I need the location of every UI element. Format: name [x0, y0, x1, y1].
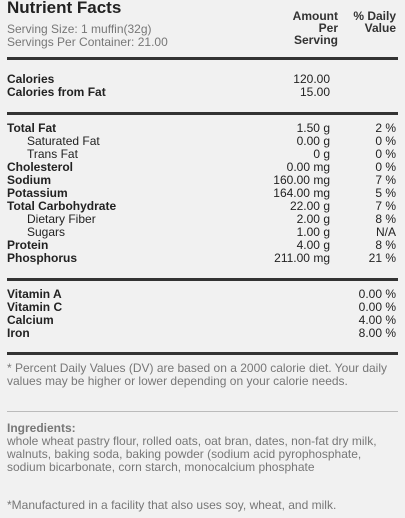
nutrient-row-phosphorus: Phosphorus 211.00 mg 21 %: [7, 252, 398, 265]
nutrient-label: Total Fat: [7, 121, 57, 135]
vitamin-row-iron: Iron 8.00 %: [7, 327, 398, 340]
nutrient-daily-value: 8 %: [375, 238, 396, 252]
nutrient-row-total-carbohydrate: Total Carbohydrate 22.00 g 7 %: [7, 200, 398, 213]
amount-header-line: Serving: [293, 33, 338, 47]
vitamin-daily-value: 4.00 %: [358, 313, 396, 327]
section-divider: [7, 57, 398, 60]
nutrient-label: Total Carbohydrate: [7, 199, 117, 213]
nutrient-amount: 2.00 g: [296, 212, 330, 226]
nutrient-label: Sugars: [27, 225, 66, 239]
nutrient-row-sodium: Sodium 160.00 mg 7 %: [7, 174, 398, 187]
nutrient-row-cholesterol: Cholesterol 0.00 mg 0 %: [7, 161, 398, 174]
nutrient-amount: 1.50 g: [296, 121, 330, 135]
nutrient-daily-value: 8 %: [375, 212, 396, 226]
nutrient-row-sugars: Sugars 1.00 g N/A: [7, 226, 398, 239]
serving-size: Serving Size: 1 muffin(32g): [7, 22, 152, 36]
nutrient-label: Calories: [7, 72, 55, 86]
nutrient-label: Trans Fat: [27, 147, 78, 161]
nutrient-label: Phosphorus: [7, 251, 78, 265]
serving-info: Serving Size: 1 muffin(32g) Servings Per…: [7, 23, 168, 49]
nutrient-daily-value: 21 %: [368, 251, 396, 265]
nutrient-daily-value: 7 %: [375, 173, 396, 187]
ingredients-text: whole wheat pastry flour, rolled oats, o…: [7, 434, 377, 474]
section-divider: [7, 278, 398, 281]
nutrient-daily-value: 7 %: [375, 199, 396, 213]
nutrient-row-saturated-fat: Saturated Fat 0.00 g 0 %: [7, 135, 398, 148]
nutrient-label: Potassium: [7, 186, 68, 200]
nutrient-amount: 0.00 mg: [286, 160, 330, 174]
section-divider: [7, 352, 398, 355]
nutrient-row-trans-fat: Trans Fat 0 g 0 %: [7, 148, 398, 161]
dv-header-line: % Daily: [353, 9, 396, 23]
nutrient-amount: 0.00 g: [296, 134, 330, 148]
nutrient-amount: 160.00 mg: [273, 173, 330, 187]
footnote-divider: [7, 411, 398, 412]
allergen-note: *Manufactured in a facility that also us…: [7, 498, 337, 512]
vitamin-label: Vitamin C: [7, 300, 63, 314]
nutrient-label: Saturated Fat: [27, 134, 100, 148]
nutrient-amount: 164.00 mg: [273, 186, 330, 200]
servings-per-container: Servings Per Container: 21.00: [7, 35, 168, 49]
nutrition-header: Nutrient Facts Serving Size: 1 muffin(32…: [7, 0, 398, 52]
amount-column-header: Amount Per Serving: [293, 10, 338, 46]
nutrient-label: Protein: [7, 238, 49, 252]
nutrient-row-calories: Calories 120.00: [7, 73, 398, 86]
nutrient-row-total-fat: Total Fat 1.50 g 2 %: [7, 122, 398, 135]
dv-header-line: Value: [364, 21, 396, 35]
nutrient-amount: 15.00: [299, 85, 330, 99]
nutrient-daily-value: 0 %: [375, 134, 396, 148]
nutrient-daily-value: N/A: [375, 225, 396, 239]
nutrient-row-protein: Protein 4.00 g 8 %: [7, 239, 398, 252]
section-divider: [7, 112, 398, 115]
nutrient-row-potassium: Potassium 164.00 mg 5 %: [7, 187, 398, 200]
vitamin-label: Iron: [7, 326, 30, 340]
nutrient-amount: 1.00 g: [296, 225, 330, 239]
nutrient-row-calories-from-fat: Calories from Fat 15.00: [7, 86, 398, 99]
amount-header-line: Per: [318, 21, 338, 35]
nutrient-daily-value: 0 %: [375, 160, 396, 174]
ingredients-section: Ingredients: whole wheat pastry flour, r…: [7, 422, 398, 474]
nutrient-label: Dietary Fiber: [27, 212, 96, 226]
vitamin-row-calcium: Calcium 4.00 %: [7, 314, 398, 327]
nutrient-label: Sodium: [7, 173, 51, 187]
nutrient-daily-value: 0 %: [375, 147, 396, 161]
panel-title: Nutrient Facts: [7, 0, 122, 17]
nutrient-daily-value: 2 %: [375, 121, 396, 135]
ingredients-heading: Ingredients:: [7, 421, 76, 435]
nutrient-amount: 22.00 g: [289, 199, 330, 213]
nutrient-amount: 0 g: [313, 147, 330, 161]
daily-value-column-header: % Daily Value: [353, 10, 396, 34]
vitamin-row-vitamin-c: Vitamin C 0.00 %: [7, 301, 398, 314]
nutrient-label: Cholesterol: [7, 160, 74, 174]
vitamin-label: Calcium: [7, 313, 54, 327]
vitamin-label: Vitamin A: [7, 287, 62, 301]
nutrient-daily-value: 5 %: [375, 186, 396, 200]
nutrient-amount: 120.00: [293, 72, 330, 86]
vitamin-daily-value: 8.00 %: [358, 326, 396, 340]
nutrient-label: Calories from Fat: [7, 85, 106, 99]
vitamin-daily-value: 0.00 %: [358, 287, 396, 301]
nutrient-amount: 4.00 g: [296, 238, 330, 252]
vitamin-daily-value: 0.00 %: [358, 300, 396, 314]
vitamin-row-vitamin-a: Vitamin A 0.00 %: [7, 288, 398, 301]
daily-value-footnote: * Percent Daily Values (DV) are based on…: [7, 361, 387, 388]
amount-header-line: Amount: [292, 9, 338, 23]
nutrient-row-dietary-fiber: Dietary Fiber 2.00 g 8 %: [7, 213, 398, 226]
nutrient-amount: 211.00 mg: [274, 251, 330, 265]
